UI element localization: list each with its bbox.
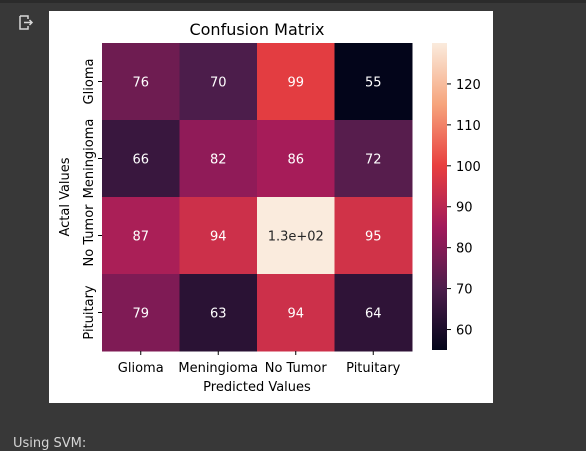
output-arrow-icon[interactable] (17, 14, 34, 31)
colorbar-tick-label: 80 (456, 242, 473, 257)
x-tick-label: Glioma (118, 361, 164, 376)
x-tick-label: Pituitary (346, 361, 401, 376)
chart-title: Confusion Matrix (189, 20, 324, 39)
heatmap-cell (257, 120, 335, 198)
heatmap-cell (334, 43, 413, 121)
heatmap-cell (102, 197, 180, 275)
y-tick-label: Glioma (82, 59, 97, 105)
x-tick-label: Meningioma (178, 361, 258, 376)
cell-value-label: 76 (132, 76, 149, 91)
y-tick-label: No Tumor (82, 204, 97, 267)
colorbar-tick-label: 120 (456, 78, 481, 93)
cell-value-label: 72 (365, 153, 382, 168)
cell-value-label: 64 (365, 307, 382, 322)
y-axis-label: Actal Values (58, 157, 73, 236)
footer-text: Using SVM: (13, 436, 87, 451)
cell-value-label: 63 (210, 307, 227, 322)
colorbar-tick-label: 70 (456, 283, 473, 298)
heatmap-cell (179, 43, 258, 121)
cell-value-label: 55 (365, 76, 382, 91)
cell-value-label: 86 (287, 153, 304, 168)
heatmap-cell (257, 274, 335, 352)
heatmap-cell (334, 197, 413, 275)
heatmap-cell (334, 120, 413, 198)
confusion-matrix-chart: Confusion Matrix 76 70 99 55 66 82 86 72 87 94 1.3… (58, 20, 481, 395)
cell-value-label: 87 (132, 230, 149, 245)
heatmap-cell (102, 120, 180, 198)
cell-value-label: 1.3e+02 (268, 230, 324, 245)
heatmap-cell (257, 43, 335, 121)
cell-value-label: 66 (132, 153, 149, 168)
heatmap-cell (102, 274, 180, 352)
heatmap-cell (334, 274, 413, 352)
heatmap-cell (179, 197, 258, 275)
x-tick-label: No Tumor (265, 361, 328, 376)
colorbar-tick-label: 100 (456, 160, 481, 175)
colorbar-tick-label: 110 (456, 119, 481, 134)
colorbar-tick-label: 60 (456, 324, 473, 339)
heatmap-cell (257, 197, 335, 275)
x-axis-label: Predicted Values (203, 380, 311, 395)
colorbar (432, 43, 447, 350)
cell-value-label: 94 (287, 307, 304, 322)
cell-value-label: 70 (210, 76, 227, 91)
cell-value-label: 94 (210, 230, 227, 245)
plot-output-card: Confusion Matrix 76 70 99 55 66 82 86 72 87 94 1.3… (49, 11, 493, 403)
heatmap-cell (179, 120, 258, 198)
cell-value-label: 99 (287, 76, 304, 91)
colorbar-tick-label: 90 (456, 201, 473, 216)
cell-value-label: 82 (210, 153, 227, 168)
cell-value-label: 79 (132, 307, 149, 322)
heatmap-cell (102, 43, 180, 121)
y-tick-label: Pituitary (82, 285, 97, 340)
cell-value-label: 95 (365, 230, 382, 245)
y-tick-label: Meningioma (82, 119, 97, 199)
heatmap-cell (179, 274, 258, 352)
top-bar (0, 0, 586, 3)
